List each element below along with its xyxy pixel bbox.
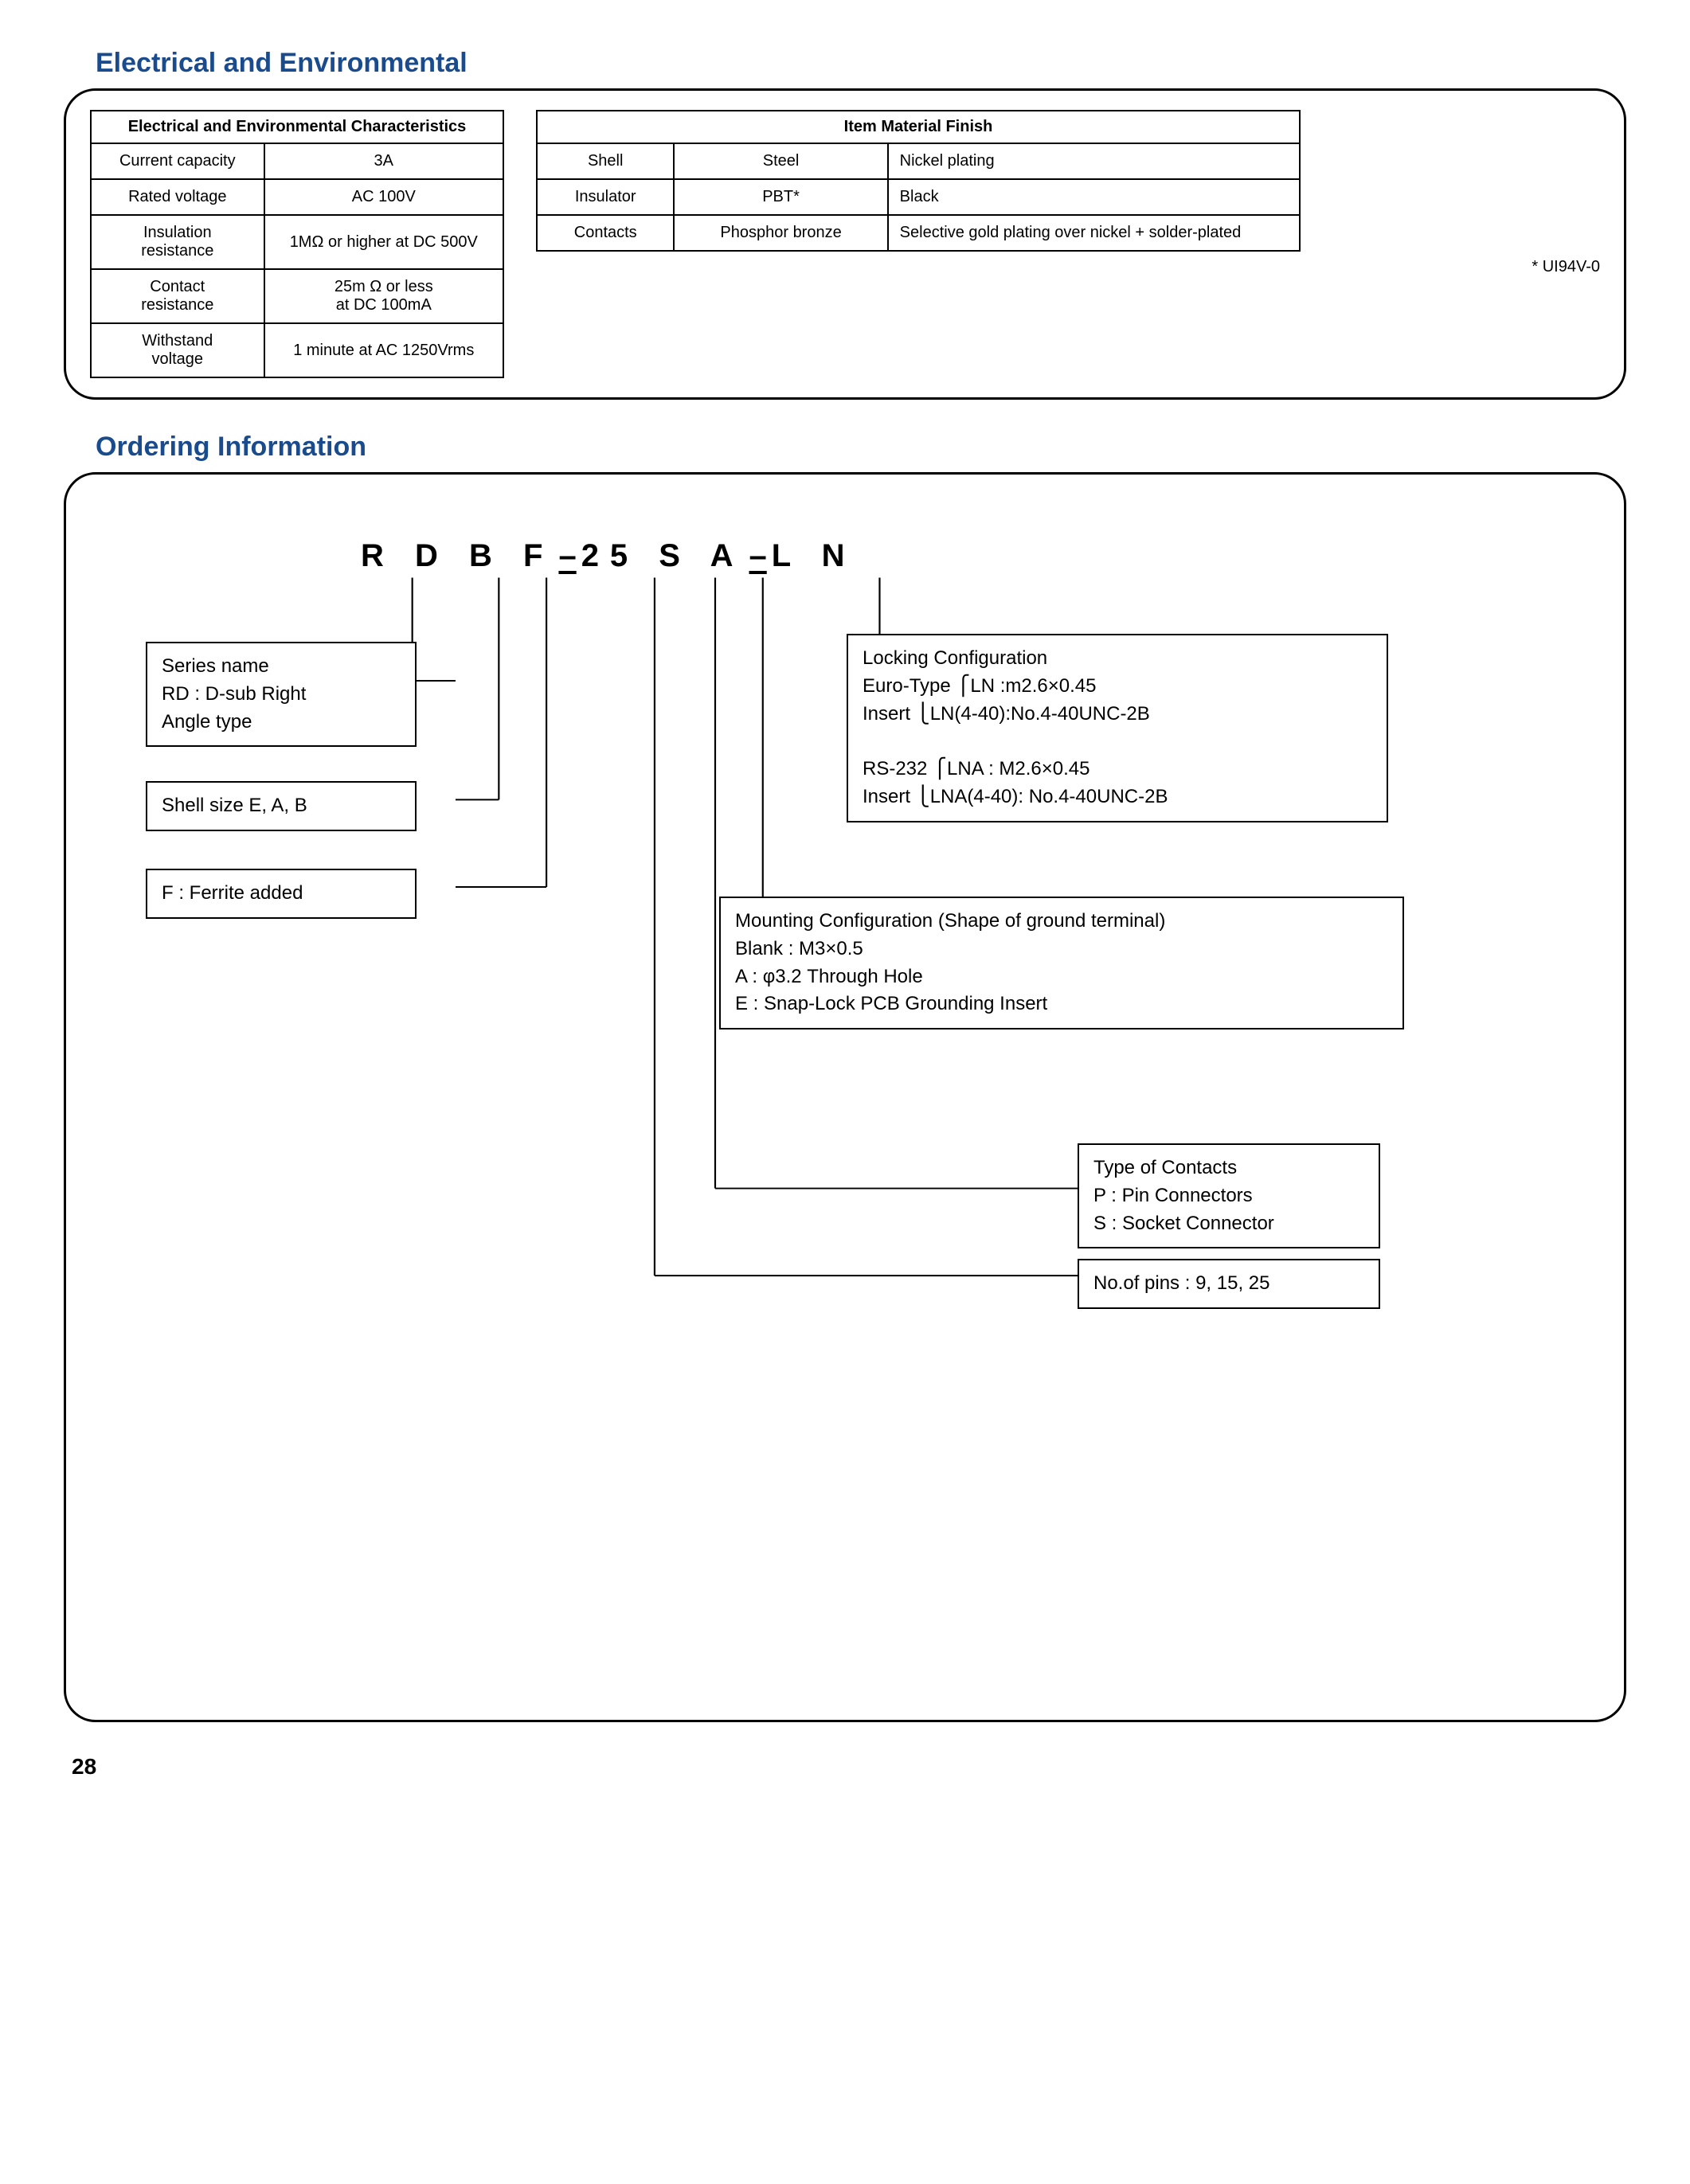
code-group-1: R D B F — [361, 538, 554, 574]
table-row: Insulator PBT* Black — [537, 179, 1300, 215]
callout-ferrite: F : Ferrite added — [146, 869, 417, 919]
table-row: Insulation resistance 1MΩ or higher at D… — [91, 215, 503, 269]
char-value: 3A — [264, 143, 503, 179]
mat-table-header: Item Material Finish — [537, 111, 1300, 143]
char-label: Withstand voltage — [91, 323, 264, 377]
table-row: Contacts Phosphor bronze Selective gold … — [537, 215, 1300, 251]
page-number: 28 — [72, 1754, 1626, 1780]
table-row: Contact resistance 25m Ω or less at DC 1… — [91, 269, 503, 323]
mat-material: Phosphor bronze — [674, 215, 887, 251]
ordering-panel: R D B F–25 S A–L N Series name RD : D-su… — [64, 472, 1626, 1722]
table-row: Current capacity 3A — [91, 143, 503, 179]
callout-series: Series name RD : D-sub Right Angle type — [146, 642, 417, 747]
section-electrical-title: Electrical and Environmental — [96, 48, 1626, 79]
code-group-3: L N — [772, 538, 856, 574]
mat-finish: Nickel plating — [888, 143, 1300, 179]
char-value: AC 100V — [264, 179, 503, 215]
char-table-header: Electrical and Environmental Characteris… — [91, 111, 503, 143]
code-group-2: 25 S A — [581, 538, 745, 574]
mat-item: Shell — [537, 143, 674, 179]
char-value: 1 minute at AC 1250Vrms — [264, 323, 503, 377]
part-number-code: R D B F–25 S A–L N — [361, 538, 855, 574]
char-label: Insulation resistance — [91, 215, 264, 269]
callout-contacts: Type of Contacts P : Pin Connectors S : … — [1078, 1143, 1380, 1248]
material-footnote: * UI94V-0 — [536, 258, 1600, 276]
mat-finish: Black — [888, 179, 1300, 215]
electrical-panel: Electrical and Environmental Characteris… — [64, 88, 1626, 400]
char-value: 1MΩ or higher at DC 500V — [264, 215, 503, 269]
section-ordering-title: Ordering Information — [96, 432, 1626, 463]
char-value: 25m Ω or less at DC 100mA — [264, 269, 503, 323]
callout-locking: Locking Configuration Euro-Type ⎧LN :m2.… — [847, 634, 1388, 822]
mat-material: Steel — [674, 143, 887, 179]
char-label: Rated voltage — [91, 179, 264, 215]
mat-item: Contacts — [537, 215, 674, 251]
mat-material: PBT* — [674, 179, 887, 215]
mat-item: Insulator — [537, 179, 674, 215]
table-row: Withstand voltage 1 minute at AC 1250Vrm… — [91, 323, 503, 377]
material-table: Item Material Finish Shell Steel Nickel … — [536, 110, 1301, 252]
callout-shellsize: Shell size E, A, B — [146, 781, 417, 831]
callout-mounting: Mounting Configuration (Shape of ground … — [719, 897, 1404, 1029]
char-label: Current capacity — [91, 143, 264, 179]
characteristics-table: Electrical and Environmental Characteris… — [90, 110, 504, 378]
char-label: Contact resistance — [91, 269, 264, 323]
mat-finish: Selective gold plating over nickel + sol… — [888, 215, 1300, 251]
table-row: Rated voltage AC 100V — [91, 179, 503, 215]
table-row: Shell Steel Nickel plating — [537, 143, 1300, 179]
callout-pins: No.of pins : 9, 15, 25 — [1078, 1259, 1380, 1309]
